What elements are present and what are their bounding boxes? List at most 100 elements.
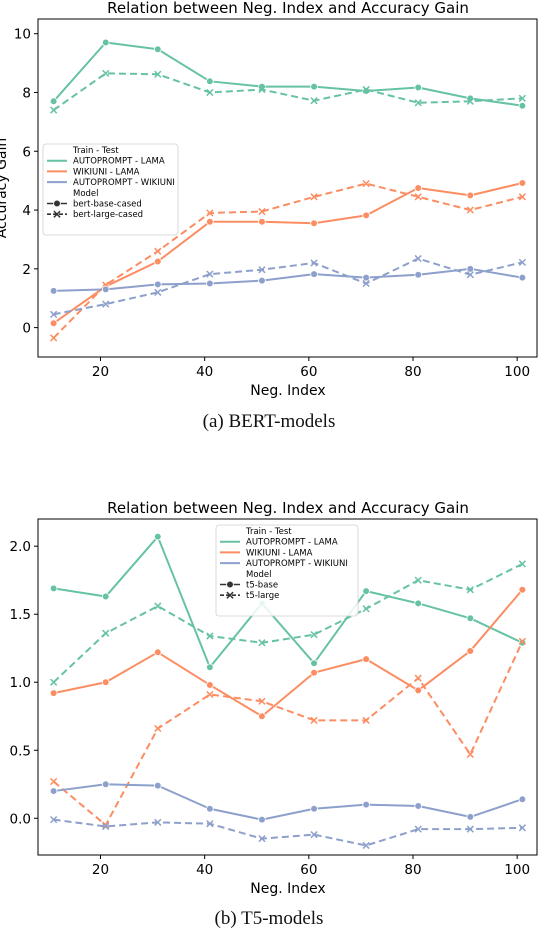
- data-point: [258, 697, 266, 705]
- data-point: [153, 648, 162, 657]
- series-line: [52, 641, 524, 827]
- data-point: [518, 560, 527, 568]
- data-point: [258, 639, 266, 647]
- series-5: [49, 254, 527, 319]
- data-point: [518, 273, 527, 282]
- series-line: [53, 589, 524, 718]
- data-point: [206, 279, 214, 288]
- x-tick-label: 80: [404, 364, 421, 380]
- x-tick-label: 100: [504, 862, 530, 878]
- y-axis-label: Accuracy Gain: [0, 138, 10, 239]
- data-point: [258, 276, 266, 285]
- data-point: [49, 106, 58, 114]
- data-point: [362, 179, 370, 188]
- data-point: [414, 825, 422, 833]
- data-point: [206, 218, 214, 226]
- y-tick-label: 2: [22, 262, 31, 278]
- plot-frame: [37, 518, 538, 856]
- legend-label: AUTOPROMPT - WIKIUNI: [73, 178, 175, 188]
- x-tick-label: 60: [300, 862, 317, 878]
- chart-1: Relation between Neg. Index and Accuracy…: [10, 499, 538, 897]
- data-point: [101, 592, 110, 601]
- series-line: [52, 182, 523, 339]
- data-point: [206, 681, 214, 689]
- data-point: [466, 271, 474, 279]
- legend-label: bert-large-cased: [73, 210, 143, 220]
- data-point: [102, 629, 110, 637]
- data-point: [153, 280, 162, 289]
- data-point: [258, 207, 266, 216]
- series-1: [49, 69, 527, 114]
- data-point: [466, 191, 475, 200]
- y-tick-label: 0.5: [10, 743, 31, 759]
- data-point: [154, 818, 162, 826]
- data-point: [154, 247, 162, 255]
- data-point: [466, 825, 474, 833]
- data-point: [310, 804, 318, 813]
- data-point: [466, 206, 474, 214]
- legend-marker: [226, 591, 234, 599]
- data-point: [310, 830, 318, 839]
- x-axis-label: Neg. Index: [250, 881, 325, 897]
- data-point: [101, 38, 110, 47]
- data-point: [310, 219, 318, 228]
- data-point: [466, 813, 475, 821]
- data-point: [362, 279, 370, 288]
- legend-title: Train - Test: [245, 527, 292, 537]
- series-2: [49, 585, 527, 721]
- data-point: [414, 802, 423, 810]
- data-point: [466, 265, 475, 273]
- data-point: [362, 841, 370, 850]
- data-point: [362, 655, 370, 663]
- series-line: [53, 182, 523, 325]
- legend-label: WIKIUNI - LAMA: [73, 167, 140, 177]
- data-point: [518, 795, 527, 804]
- series-line: [53, 257, 523, 316]
- data-point: [310, 659, 318, 667]
- legend-label: t5-large: [246, 591, 279, 601]
- legend-label: AUTOPROMPT - LAMA: [73, 157, 165, 167]
- series-line: [52, 41, 523, 107]
- data-point: [49, 689, 58, 697]
- y-tick-label: 1.0: [10, 675, 31, 691]
- data-point: [154, 724, 162, 733]
- series-3: [49, 637, 527, 829]
- data-point: [206, 77, 214, 86]
- data-point: [518, 179, 527, 187]
- data-point: [466, 586, 474, 594]
- legend-box: [215, 524, 359, 617]
- legend-label: WIKIUNI - LAMA: [246, 548, 313, 558]
- series-3: [49, 179, 527, 342]
- data-point: [49, 97, 58, 106]
- data-point: [414, 184, 423, 192]
- data-point: [49, 787, 58, 795]
- data-point: [518, 94, 527, 102]
- y-tick-label: 10: [14, 27, 31, 43]
- data-point: [49, 584, 58, 593]
- legend-title: Model: [73, 189, 99, 199]
- data-point: [258, 815, 266, 824]
- data-point: [258, 85, 266, 94]
- series-line: [52, 562, 523, 683]
- series-line: [53, 818, 523, 847]
- data-point: [153, 781, 162, 790]
- y-tick-label: 2.0: [10, 539, 31, 555]
- y-tick-label: 4: [22, 203, 31, 219]
- data-point: [414, 270, 423, 279]
- data-point: [153, 45, 162, 54]
- data-point: [153, 532, 162, 541]
- data-point: [414, 83, 423, 92]
- data-point: [101, 285, 110, 294]
- legend-title: Model: [246, 570, 272, 580]
- data-point: [310, 259, 318, 267]
- x-tick-label: 20: [92, 862, 109, 878]
- data-point: [310, 82, 318, 91]
- x-axis-label: Neg. Index: [250, 383, 325, 399]
- data-point: [414, 254, 422, 263]
- data-point: [414, 674, 422, 682]
- data-point: [101, 780, 110, 789]
- data-point: [414, 99, 422, 107]
- data-point: [102, 300, 110, 308]
